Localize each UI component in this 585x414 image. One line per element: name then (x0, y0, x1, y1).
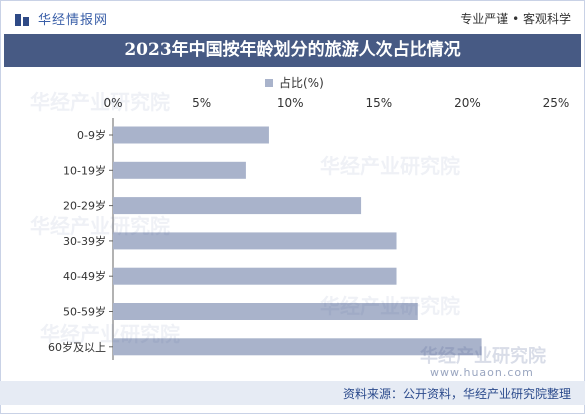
bar (113, 303, 418, 320)
bar (113, 126, 269, 144)
x-tick-label: 10% (277, 96, 304, 110)
brand[interactable]: 华经情报网 (14, 9, 108, 28)
bar (113, 267, 397, 285)
category-label: 50-59岁 (63, 305, 106, 319)
source-note: 资料来源：公开资料，华经产业研究院整理 (342, 387, 571, 401)
bar (113, 197, 362, 215)
x-tick-label: 0% (103, 96, 122, 110)
slogan: 专业严谨 • 客观科学 (460, 12, 571, 26)
category-label: 60岁及以上 (48, 340, 106, 354)
x-tick-label: 15% (365, 96, 392, 110)
x-tick-label: 5% (192, 96, 211, 110)
x-tick-label: 25% (543, 96, 570, 110)
footer: 资料来源：公开资料，华经产业研究院整理 (0, 381, 585, 405)
bar-chart-logo-icon (14, 12, 32, 26)
category-label: 40-49岁 (63, 269, 106, 283)
bar (113, 338, 482, 356)
title-bar: 2023年中国按年龄划分的旅游人次占比情况 (4, 34, 581, 67)
category-label: 0-9岁 (77, 128, 106, 142)
category-label: 20-29岁 (63, 199, 106, 213)
legend-swatch (265, 78, 273, 87)
chart-title: 2023年中国按年龄划分的旅游人次占比情况 (124, 40, 461, 60)
legend: 占比(%) (265, 74, 324, 91)
category-label: 10-19岁 (63, 163, 106, 177)
x-tick-label: 20% (454, 96, 481, 110)
bar (113, 232, 397, 250)
legend-label: 占比(%) (279, 76, 324, 90)
category-label: 30-39岁 (63, 234, 106, 248)
top-bar: 华经情报网 专业严谨 • 客观科学 (0, 0, 585, 34)
bar (113, 161, 246, 179)
brand-name: 华经情报网 (38, 13, 109, 28)
